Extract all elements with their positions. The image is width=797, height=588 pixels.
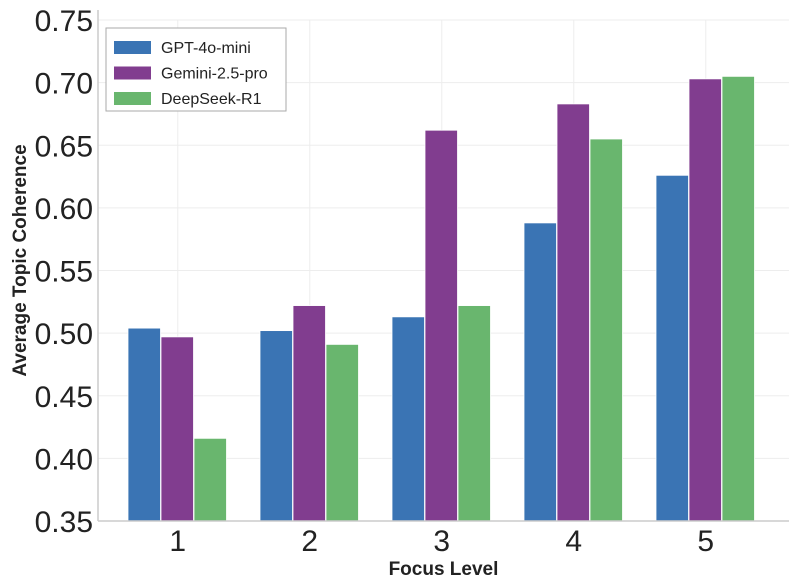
bars (127, 75, 755, 522)
bar-gemini-2-5-pro-2 (292, 305, 326, 522)
y-tick-label: 0.60 (35, 193, 93, 226)
x-tick-label: 2 (301, 525, 318, 558)
legend-label: Gemini-2.5-pro (161, 66, 268, 83)
bar-gpt-4o-mini-1 (127, 327, 161, 522)
y-tick-label: 0.35 (35, 506, 93, 539)
bar-gemini-2-5-pro-1 (160, 336, 194, 522)
bar-deepseek-r1-1 (193, 437, 227, 522)
y-tick-label: 0.70 (35, 68, 93, 101)
x-tick-label: 5 (697, 525, 714, 558)
bar-gpt-4o-mini-2 (259, 330, 293, 522)
bar-deepseek-r1-3 (457, 305, 491, 522)
x-tick-labels: 1 2 3 4 5 (169, 525, 714, 558)
y-tick-label: 0.75 (35, 5, 93, 38)
x-tick-label: 3 (433, 525, 450, 558)
legend-swatch (114, 66, 151, 80)
y-axis-label: Average Topic Coherence (10, 144, 31, 376)
bar-gpt-4o-mini-5 (655, 174, 689, 522)
legend-label: DeepSeek-R1 (161, 91, 262, 108)
bar-gemini-2-5-pro-5 (688, 78, 722, 522)
legend: GPT-4o-mini Gemini-2.5-pro DeepSeek-R1 (105, 27, 287, 112)
y-tick-label: 0.55 (35, 256, 93, 289)
legend-swatch (114, 92, 151, 105)
y-tick-label: 0.50 (35, 318, 93, 351)
x-axis-label: Focus Level (389, 559, 499, 580)
bar-deepseek-r1-4 (589, 138, 623, 522)
axes (97, 10, 789, 522)
bar-gemini-2-5-pro-3 (424, 129, 458, 522)
bar-deepseek-r1-2 (325, 343, 359, 522)
y-tick-label: 0.65 (35, 130, 93, 163)
x-tick-label: 4 (565, 525, 582, 558)
bar-gpt-4o-mini-3 (391, 316, 425, 522)
y-tick-labels: 0.35 0.40 0.45 0.50 0.55 0.60 0.65 0.70 0.75 (35, 5, 93, 539)
y-tick-label: 0.45 (35, 381, 93, 414)
bar-gpt-4o-mini-4 (523, 222, 557, 522)
legend-label: GPT-4o-mini (161, 40, 251, 57)
bar-deepseek-r1-5 (721, 75, 755, 522)
y-tick-label: 0.40 (35, 443, 93, 476)
legend-swatch (114, 41, 151, 54)
bar-gemini-2-5-pro-4 (556, 103, 590, 522)
x-tick-label: 1 (169, 525, 186, 558)
